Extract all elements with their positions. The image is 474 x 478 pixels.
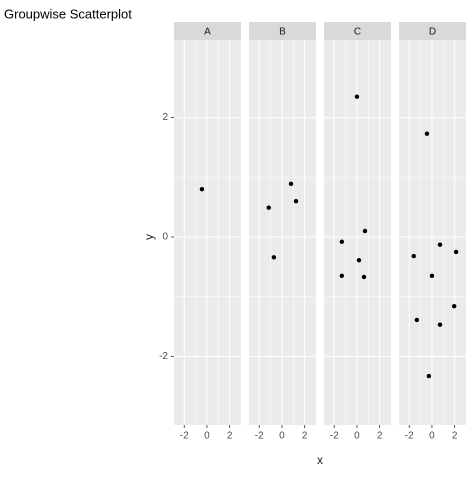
x-tick-label: 0: [354, 431, 360, 442]
strip-label: B: [279, 27, 286, 38]
x-tick-label: -2: [330, 431, 339, 442]
strip: [399, 22, 466, 40]
x-tick-label: 0: [429, 431, 435, 442]
strip-label: D: [429, 27, 436, 38]
point: [339, 273, 345, 278]
x-tick-label: -2: [180, 431, 189, 442]
point: [453, 249, 459, 255]
point: [199, 187, 205, 192]
point: [271, 255, 277, 260]
chart-title: Groupwise Scatterplot: [4, 6, 132, 21]
point: [414, 317, 420, 323]
point: [411, 253, 416, 259]
point: [288, 181, 294, 187]
x-tick-label: 2: [377, 431, 383, 442]
x-tick-label: 0: [279, 431, 285, 442]
strip-label: A: [204, 27, 211, 38]
strip: [324, 22, 391, 40]
point: [437, 322, 443, 327]
x-axis-label: x: [317, 453, 323, 467]
x-tick-label: 0: [204, 431, 210, 442]
x-tick-label: 2: [452, 431, 458, 442]
point: [356, 258, 362, 263]
point: [451, 304, 457, 309]
point: [424, 131, 430, 136]
point: [437, 242, 443, 247]
y-tick-label: 0: [162, 232, 168, 243]
point: [339, 239, 345, 244]
x-tick-label: 2: [302, 431, 308, 442]
point: [354, 94, 360, 99]
point: [293, 198, 299, 204]
point: [429, 273, 435, 278]
strip: [174, 22, 241, 40]
y-axis-label: y: [142, 234, 156, 240]
x-tick-label: -2: [255, 431, 264, 442]
x-tick-label: 2: [227, 431, 233, 442]
y-tick-label: 2: [162, 112, 168, 123]
x-tick-label: -2: [405, 431, 414, 442]
point: [362, 228, 368, 234]
strip: [249, 22, 316, 40]
point: [266, 205, 271, 210]
point: [426, 373, 432, 379]
y-tick-label: -2: [159, 351, 168, 362]
strip-label: C: [354, 27, 361, 38]
point: [361, 274, 367, 280]
